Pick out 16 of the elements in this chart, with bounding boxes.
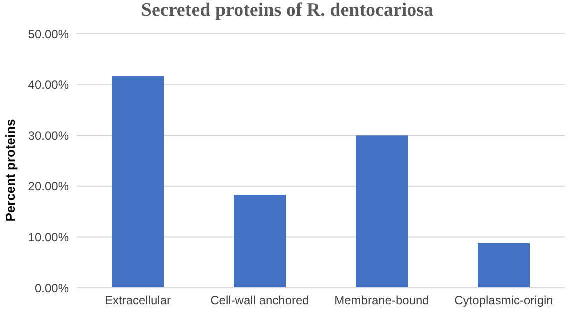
chart-title: Secreted proteins of R. dentocariosa [140,0,435,22]
y-tick-label: 40.00% [28,78,70,92]
bar [234,195,286,288]
x-tick-label: Extracellular [104,294,172,308]
x-tick-label: Cell-wall anchored [210,294,310,308]
y-tick-label: 0.00% [34,281,70,296]
bar [478,243,530,288]
bar [356,136,408,288]
y-tick-label: 10.00% [28,230,70,244]
y-tick-label: 20.00% [28,180,70,194]
x-tick-label: Cytoplasmic-origin [454,294,554,308]
x-tick-label: Membrane-bound [334,294,430,308]
y-tick-label: 30.00% [28,128,70,143]
y-axis-title: Percent proteins [2,118,18,222]
bar [112,76,164,288]
y-tick-label: 50.00% [28,27,70,42]
